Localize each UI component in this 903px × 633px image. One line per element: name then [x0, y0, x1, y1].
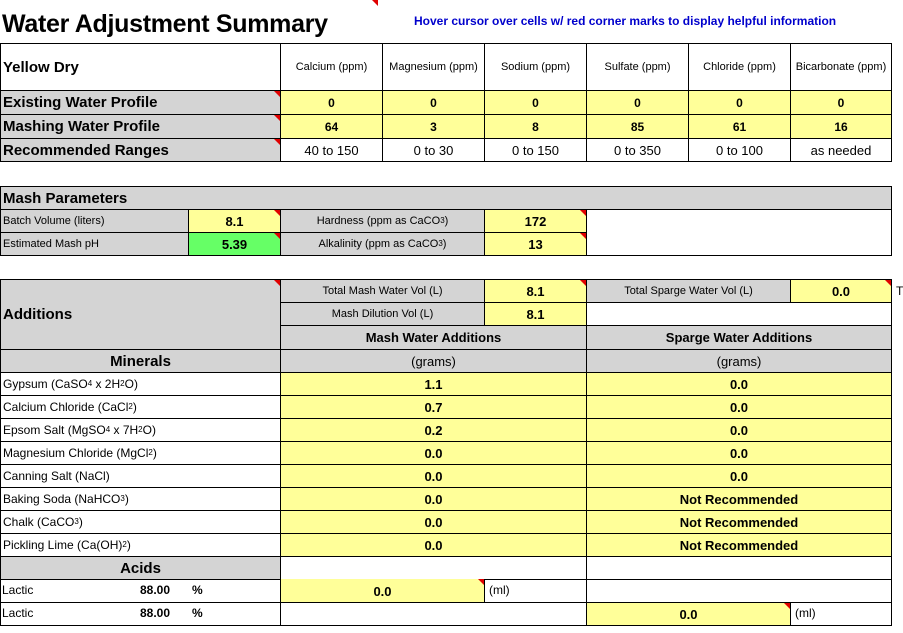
- hardness-label-text: Hardness (ppm as CaCO: [316, 215, 441, 227]
- sparge-epsom[interactable]: 0.0: [586, 418, 892, 442]
- sparge-gypsum[interactable]: 0.0: [586, 372, 892, 396]
- col-sodium: Sodium (ppm): [484, 43, 587, 91]
- mash-dilution-value: 8.1: [484, 302, 587, 326]
- acid-1-name[interactable]: Lactic: [2, 583, 34, 597]
- mash-calcium-chloride[interactable]: 0.7: [280, 395, 587, 419]
- acid-1-unit: (ml): [489, 583, 510, 597]
- col-magnesium: Magnesium (ppm): [382, 43, 485, 91]
- mineral-label-magnesium-chloride: Magnesium Chloride (MgCl 2): [0, 441, 281, 465]
- mash-chalk[interactable]: 0.0: [280, 510, 587, 534]
- sparge-baking-soda: Not Recommended: [586, 487, 892, 511]
- mashing-sodium: 8: [484, 114, 587, 139]
- acid-2-pct[interactable]: 88.00: [140, 606, 171, 620]
- sparge-chalk: Not Recommended: [586, 510, 892, 534]
- acid-1-divider: [586, 579, 587, 603]
- mineral-label-epsom: Epsom Salt (MgSO 4 x 7H 2 O): [0, 418, 281, 442]
- mash-pickling-lime[interactable]: 0.0: [280, 533, 587, 557]
- dilution-blank: [586, 302, 892, 326]
- hover-hint: Hover cursor over cells w/ red corner ma…: [414, 14, 837, 28]
- recommended-ranges-label[interactable]: Recommended Ranges: [0, 138, 281, 162]
- existing-magnesium: 0: [382, 90, 485, 115]
- total-sparge-water-label: Total Sparge Water Vol (L): [586, 279, 791, 303]
- sparge-pickling-lime: Not Recommended: [586, 533, 892, 557]
- col-calcium: Calcium (ppm): [280, 43, 383, 91]
- mashing-bicarbonate: 16: [790, 114, 892, 139]
- profile-name: Yellow Dry: [0, 43, 281, 91]
- mash-blank-area: [586, 209, 892, 256]
- mashing-magnesium: 3: [382, 114, 485, 139]
- mash-gypsum[interactable]: 1.1: [280, 372, 587, 396]
- col-chloride: Chloride (ppm): [688, 43, 791, 91]
- mineral-label-chalk: Chalk (CaCO 3): [0, 510, 281, 534]
- alkalinity-label: Alkalinity (ppm as CaCO 3): [280, 232, 485, 256]
- sparge-calcium-chloride[interactable]: 0.0: [586, 395, 892, 419]
- title-comment-marker[interactable]: [370, 0, 378, 8]
- existing-calcium: 0: [280, 90, 383, 115]
- col-bicarbonate: Bicarbonate (ppm): [790, 43, 892, 91]
- sparge-canning-salt[interactable]: 0.0: [586, 464, 892, 488]
- mash-ph-value[interactable]: 5.39: [188, 232, 281, 256]
- acids-header-mash-blank: [280, 556, 587, 580]
- hardness-value[interactable]: 172: [484, 209, 587, 233]
- existing-chloride: 0: [688, 90, 791, 115]
- mash-baking-soda[interactable]: 0.0: [280, 487, 587, 511]
- total-sparge-water-value[interactable]: 0.0: [790, 279, 892, 303]
- acid-1-pct[interactable]: 88.00: [140, 583, 171, 597]
- mash-unit: (grams): [280, 349, 587, 373]
- acids-header-sparge-blank: [586, 556, 892, 580]
- mash-additions-col: Mash Water Additions: [280, 325, 587, 350]
- sparge-unit: (grams): [586, 349, 892, 373]
- acid-2-divider-left: [280, 602, 281, 626]
- mash-parameters-header: Mash Parameters: [0, 186, 892, 210]
- range-magnesium: 0 to 30: [382, 138, 485, 162]
- cutoff-text: T: [896, 284, 903, 298]
- acid-2-name[interactable]: Lactic: [2, 606, 34, 620]
- existing-sodium: 0: [484, 90, 587, 115]
- range-sodium: 0 to 150: [484, 138, 587, 162]
- existing-profile-label[interactable]: Existing Water Profile: [0, 90, 281, 115]
- alkalinity-label-text: Alkalinity (ppm as CaCO: [318, 238, 439, 250]
- acid-1-pct-sym: %: [192, 583, 203, 597]
- hardness-label: Hardness (ppm as CaCO 3): [280, 209, 485, 233]
- total-mash-water-label: Total Mash Water Vol (L): [280, 279, 485, 303]
- mash-epsom[interactable]: 0.2: [280, 418, 587, 442]
- mineral-label-pickling-lime: Pickling Lime (Ca(OH) 2): [0, 533, 281, 557]
- mineral-label-calcium-chloride: Calcium Chloride (CaCl 2): [0, 395, 281, 419]
- mashing-sulfate: 85: [586, 114, 689, 139]
- range-calcium: 40 to 150: [280, 138, 383, 162]
- acid-2-pct-sym: %: [192, 606, 203, 620]
- minerals-header: Minerals: [0, 349, 281, 373]
- range-bicarbonate: as needed: [790, 138, 892, 162]
- mash-magnesium-chloride[interactable]: 0.0: [280, 441, 587, 465]
- sparge-magnesium-chloride[interactable]: 0.0: [586, 441, 892, 465]
- existing-bicarbonate: 0: [790, 90, 892, 115]
- additions-header[interactable]: Additions: [0, 279, 281, 350]
- mashing-calcium: 64: [280, 114, 383, 139]
- acid-2-unit: (ml): [795, 606, 816, 620]
- mineral-label-canning-salt: Canning Salt (NaCl): [0, 464, 281, 488]
- mash-dilution-label: Mash Dilution Vol (L): [280, 302, 485, 326]
- mash-canning-salt[interactable]: 0.0: [280, 464, 587, 488]
- mashing-chloride: 61: [688, 114, 791, 139]
- batch-volume-input[interactable]: 8.1: [188, 209, 281, 233]
- existing-sulfate: 0: [586, 90, 689, 115]
- mashing-profile-label[interactable]: Mashing Water Profile: [0, 114, 281, 139]
- page-title: Water Adjustment Summary: [2, 10, 328, 38]
- range-chloride: 0 to 100: [688, 138, 791, 162]
- range-sulfate: 0 to 350: [586, 138, 689, 162]
- batch-volume-label: Batch Volume (liters): [0, 209, 189, 233]
- acid-1-mash-value[interactable]: 0.0: [280, 579, 485, 603]
- col-sulfate: Sulfate (ppm): [586, 43, 689, 91]
- mineral-label-gypsum: Gypsum (CaSO 4 x 2H 2 O): [0, 372, 281, 396]
- total-mash-water-value[interactable]: 8.1: [484, 279, 587, 303]
- mineral-label-baking-soda: Baking Soda (NaHCO 3): [0, 487, 281, 511]
- acid-2-sparge-value[interactable]: 0.0: [586, 602, 791, 626]
- mash-ph-label: Estimated Mash pH: [0, 232, 189, 256]
- acids-header: Acids: [0, 556, 281, 580]
- alkalinity-value[interactable]: 13: [484, 232, 587, 256]
- sparge-additions-col: Sparge Water Additions: [586, 325, 892, 350]
